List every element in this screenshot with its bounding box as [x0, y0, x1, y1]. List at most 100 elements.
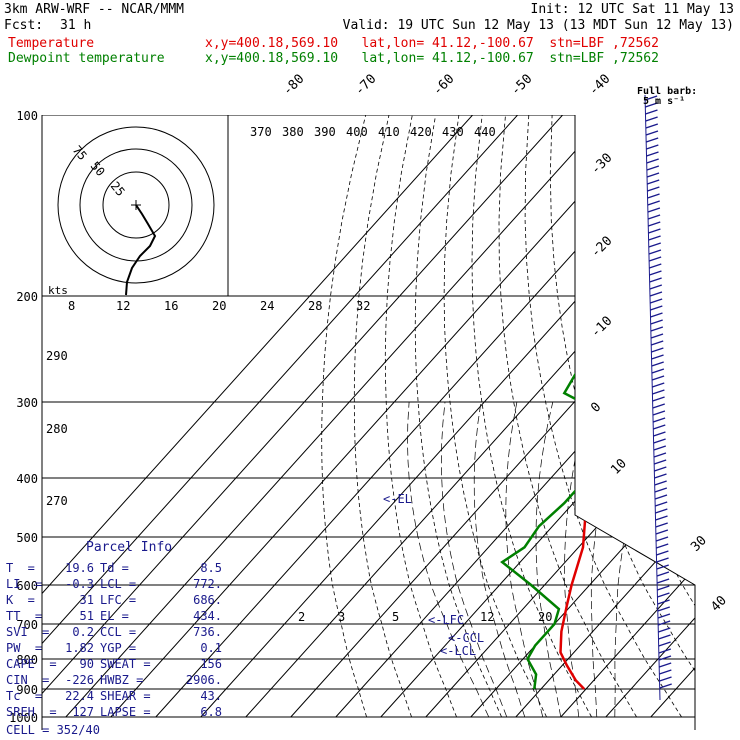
wind-barb: [657, 620, 671, 626]
wind-barb: [650, 340, 664, 346]
wind-barb: [648, 249, 662, 255]
mixing-ratio-label: 5: [392, 610, 399, 624]
valid-time: Valid: 19 UTC Sun 12 May 13 (13 MDT Sun …: [342, 18, 734, 33]
temperature-legend-label: Temperature: [8, 36, 95, 51]
isotherm-label: -40: [586, 72, 613, 99]
wind-barb: [658, 627, 671, 633]
theta-label: 370: [250, 125, 272, 139]
wind-barb: [645, 109, 658, 115]
wind-barb: [651, 361, 664, 367]
wind-barb: [658, 662, 672, 668]
level-marker-lcl: <-LCL: [440, 644, 476, 658]
parcel-key: SHEAR =: [100, 689, 151, 703]
pressure-tick-label: 500: [16, 531, 38, 545]
wind-barb: [650, 319, 663, 325]
isotherm-label: -30: [588, 151, 615, 178]
theta-label: 280: [46, 422, 68, 436]
wind-barb: [647, 186, 660, 192]
wind-barb: [646, 165, 660, 171]
parcel-value: 19.6: [65, 561, 94, 575]
theta-label: 390: [314, 125, 336, 139]
parcel-key: LI =: [6, 577, 43, 591]
moist-adiabat: [505, 401, 544, 718]
wind-barb: [646, 151, 659, 157]
wind-barb: [657, 613, 671, 619]
wind-barb: [659, 669, 672, 675]
parcel-key: Tc =: [6, 689, 43, 703]
temperature-legend-info: x,y=400.18,569.10 lat,lon= 41.12,-100.67…: [205, 36, 659, 51]
wind-barb: [655, 536, 669, 542]
wind-barb: [656, 543, 669, 549]
parcel-value: 0.2: [72, 625, 94, 639]
parcel-row: PW = 1.82 YGP = 0.1: [6, 641, 236, 657]
wind-barb: [655, 508, 668, 514]
mixing-ratio-label: 20: [538, 610, 552, 624]
wind-barb: [658, 641, 671, 647]
level-marker-el: <-EL: [383, 492, 412, 506]
moist-adiabat: [441, 401, 508, 718]
wind-barb: [653, 452, 667, 458]
theta-label: 270: [46, 494, 68, 508]
theta-label: 410: [378, 125, 400, 139]
dry-adiabat: [598, 115, 695, 718]
parcel-key: CCL =: [100, 625, 137, 639]
parcel-key: LAPSE =: [100, 705, 151, 719]
isotherm-line: [110, 115, 653, 718]
right-edge: [574, 115, 696, 730]
wind-barb: [649, 291, 663, 297]
wind-barb: [650, 312, 663, 318]
wind-barb: [646, 158, 659, 164]
wind-barb: [644, 95, 658, 101]
pressure-tick-label: 200: [16, 290, 38, 304]
parcel-value: 0.1: [200, 641, 222, 655]
forecast-hours: 31 h: [60, 18, 92, 33]
wind-barb: [648, 256, 662, 262]
pressure-tick-label: 900: [16, 683, 38, 697]
parcel-value: 736.: [193, 625, 222, 639]
parcel-value: 127: [72, 705, 94, 719]
parcel-key: HWBZ =: [100, 673, 144, 687]
parcel-row: Tc = 22.4 SHEAR = 43.: [6, 689, 236, 705]
parcel-value: 156: [200, 657, 222, 671]
wind-barb: [655, 515, 668, 521]
parcel-row: CAPE = 90 SWEAT = 156: [6, 657, 236, 673]
wind-barb: [647, 193, 660, 199]
wind-barb: [656, 571, 670, 577]
hodograph-speed-label: 24: [260, 299, 274, 313]
parcel-value: 22.4: [65, 689, 94, 703]
parcel-key: Td =: [100, 561, 129, 575]
wind-barb: [652, 396, 665, 402]
theta-label: 430: [442, 125, 464, 139]
theta-label: 380: [282, 125, 304, 139]
mixing-ratio-label: 12: [480, 610, 494, 624]
wind-barb: [653, 445, 667, 451]
wind-barb: [651, 347, 664, 353]
parcel-value: 686.: [193, 593, 222, 607]
theta-label: 420: [410, 125, 432, 139]
parcel-row: SREH = 127 LAPSE = 6.8: [6, 705, 236, 721]
dry-adiabat: [384, 115, 457, 718]
wind-barb: [646, 172, 660, 178]
dry-adiabat: [498, 115, 637, 718]
wind-barb: [646, 144, 659, 150]
wind-barb: [659, 683, 672, 689]
isotherm-label: 10: [608, 456, 630, 478]
parcel-value: 772.: [193, 577, 222, 591]
dewpoint-legend-info: x,y=400.18,569.10 lat,lon= 41.12,-100.67…: [205, 51, 659, 66]
parcel-key: CIN =: [6, 673, 50, 687]
isotherm-line: [696, 115, 740, 717]
parcel-value: 1.82: [65, 641, 94, 655]
mixing-ratio-label: 2: [298, 610, 305, 624]
parcel-value: -226: [65, 673, 94, 687]
wind-barb: [645, 123, 659, 129]
wind-barb: [656, 578, 670, 584]
wind-barb: [654, 466, 667, 472]
wind-barb: [650, 333, 664, 339]
model-title: 3km ARW-WRF -- NCAR/MMM: [4, 2, 185, 17]
hodograph-ring: [57, 126, 215, 284]
cell-motion: CELL = 352/40: [6, 723, 100, 737]
wind-barb: [645, 137, 659, 143]
dry-adiabat: [524, 115, 682, 718]
theta-label: 400: [346, 125, 368, 139]
